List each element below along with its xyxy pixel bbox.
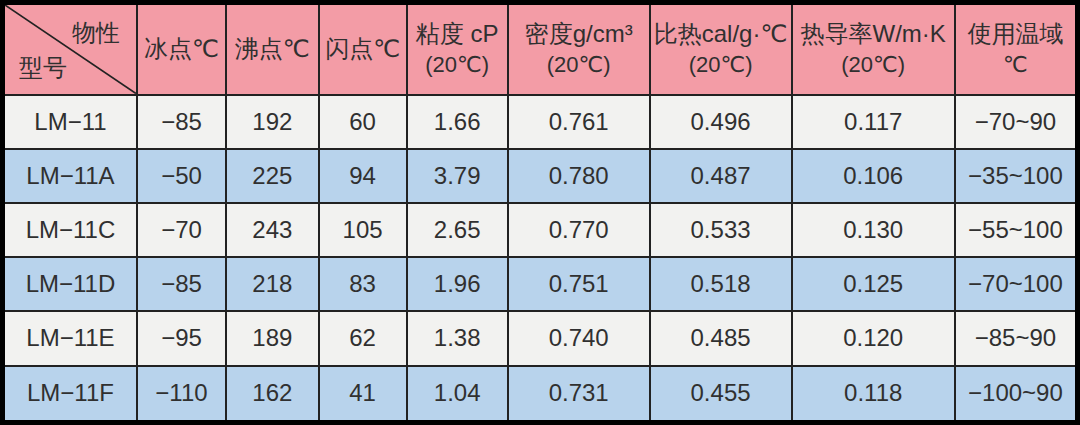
cell-flash-point: 60 (319, 95, 407, 149)
table-row: LM−11D −85 218 83 1.96 0.751 0.518 0.125… (3, 257, 1078, 311)
cell-thermal-conductivity: 0.130 (792, 203, 955, 257)
header-freezing-point: 冰点℃ (137, 3, 226, 95)
cell-specific-heat: 0.496 (650, 95, 792, 149)
header-specific-heat: 比热cal/g·℃ (20℃) (650, 3, 792, 95)
cell-density: 0.751 (508, 257, 650, 311)
cell-boiling-point: 192 (226, 95, 318, 149)
cell-freezing-point: −70 (137, 203, 226, 257)
table-row: LM−11E −95 189 62 1.38 0.740 0.485 0.120… (3, 311, 1078, 365)
cell-viscosity: 1.38 (407, 311, 508, 365)
header-corner-model-property: 物性 型号 (3, 3, 137, 95)
cell-freezing-point: −85 (137, 257, 226, 311)
header-label: 热导率W/m·K (801, 20, 946, 49)
header-label: 使用温域 (967, 20, 1063, 49)
cell-model: LM−11C (3, 203, 137, 257)
cell-freezing-point: −50 (137, 149, 226, 203)
table-row: LM−11 −85 192 60 1.66 0.761 0.496 0.117 … (3, 95, 1078, 149)
cell-model: LM−11D (3, 257, 137, 311)
header-viscosity: 粘度 cP (20℃) (407, 3, 508, 95)
header-flash-point: 闪点℃ (319, 3, 407, 95)
cell-flash-point: 105 (319, 203, 407, 257)
header-sublabel: (20℃) (689, 52, 753, 78)
header-label: 沸点℃ (235, 35, 310, 64)
cell-specific-heat: 0.487 (650, 149, 792, 203)
cell-freezing-point: −110 (137, 366, 226, 423)
cell-density: 0.780 (508, 149, 650, 203)
header-row: 物性 型号 冰点℃ 沸点℃ 闪点℃ 粘度 cP (20℃) 密度g/cm³ (2… (3, 3, 1078, 95)
header-sublabel: ℃ (1003, 52, 1028, 78)
cell-model: LM−11E (3, 311, 137, 365)
header-thermal-conductivity: 热导率W/m·K (20℃) (792, 3, 955, 95)
cell-density: 0.740 (508, 311, 650, 365)
cell-density: 0.761 (508, 95, 650, 149)
cell-model: LM−11 (3, 95, 137, 149)
cell-flash-point: 83 (319, 257, 407, 311)
cell-flash-point: 62 (319, 311, 407, 365)
cell-specific-heat: 0.485 (650, 311, 792, 365)
cell-flash-point: 94 (319, 149, 407, 203)
cell-density: 0.770 (508, 203, 650, 257)
cell-viscosity: 1.96 (407, 257, 508, 311)
header-label: 密度g/cm³ (525, 20, 633, 49)
cell-operating-temp-range: −70~90 (955, 95, 1078, 149)
table-row: LM−11F −110 162 41 1.04 0.731 0.455 0.11… (3, 366, 1078, 423)
cell-specific-heat: 0.518 (650, 257, 792, 311)
table-row: LM−11A −50 225 94 3.79 0.780 0.487 0.106… (3, 149, 1078, 203)
cell-operating-temp-range: −55~100 (955, 203, 1078, 257)
cell-thermal-conductivity: 0.120 (792, 311, 955, 365)
cell-operating-temp-range: −100~90 (955, 366, 1078, 423)
cell-thermal-conductivity: 0.125 (792, 257, 955, 311)
cell-model: LM−11F (3, 366, 137, 423)
table-row: LM−11C −70 243 105 2.65 0.770 0.533 0.13… (3, 203, 1078, 257)
header-density: 密度g/cm³ (20℃) (508, 3, 650, 95)
cell-viscosity: 3.79 (407, 149, 508, 203)
cell-viscosity: 1.04 (407, 366, 508, 423)
header-label: 冰点℃ (144, 35, 219, 64)
cell-operating-temp-range: −70~100 (955, 257, 1078, 311)
header-boiling-point: 沸点℃ (226, 3, 318, 95)
cell-boiling-point: 189 (226, 311, 318, 365)
header-label: 粘度 cP (416, 20, 499, 49)
cell-freezing-point: −95 (137, 311, 226, 365)
cell-operating-temp-range: −35~100 (955, 149, 1078, 203)
header-label: 闪点℃ (325, 35, 400, 64)
cell-viscosity: 1.66 (407, 95, 508, 149)
corner-label-model: 型号 (19, 52, 67, 84)
cell-thermal-conductivity: 0.106 (792, 149, 955, 203)
cell-boiling-point: 218 (226, 257, 318, 311)
cell-model: LM−11A (3, 149, 137, 203)
cell-flash-point: 41 (319, 366, 407, 423)
cell-density: 0.731 (508, 366, 650, 423)
cell-thermal-conductivity: 0.117 (792, 95, 955, 149)
corner-label-property: 物性 (72, 17, 120, 49)
cell-operating-temp-range: −85~90 (955, 311, 1078, 365)
header-label: 比热cal/g·℃ (654, 20, 788, 49)
cell-boiling-point: 243 (226, 203, 318, 257)
cell-thermal-conductivity: 0.118 (792, 366, 955, 423)
properties-table: 物性 型号 冰点℃ 沸点℃ 闪点℃ 粘度 cP (20℃) 密度g/cm³ (2… (0, 0, 1080, 425)
cell-boiling-point: 225 (226, 149, 318, 203)
header-sublabel: (20℃) (547, 52, 611, 78)
cell-specific-heat: 0.455 (650, 366, 792, 423)
cell-boiling-point: 162 (226, 366, 318, 423)
cell-freezing-point: −85 (137, 95, 226, 149)
header-sublabel: (20℃) (425, 52, 489, 78)
header-operating-temp-range: 使用温域 ℃ (955, 3, 1078, 95)
header-sublabel: (20℃) (841, 52, 905, 78)
cell-specific-heat: 0.533 (650, 203, 792, 257)
cell-viscosity: 2.65 (407, 203, 508, 257)
